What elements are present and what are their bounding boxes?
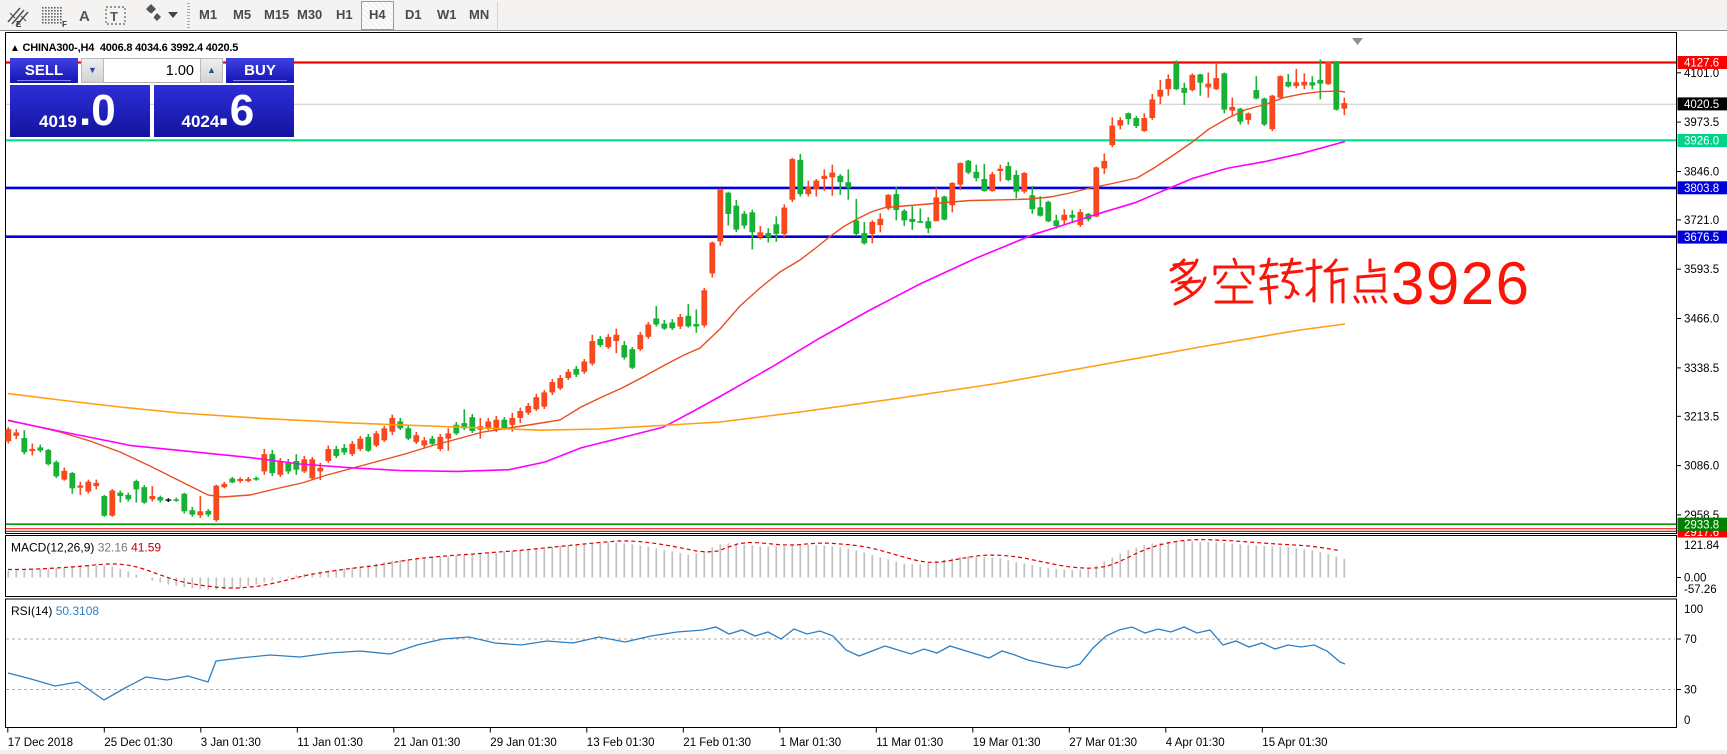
- svg-text:3926.0: 3926.0: [1684, 136, 1719, 148]
- svg-text:21 Feb 01:30: 21 Feb 01:30: [683, 737, 751, 749]
- svg-text:11 Mar 01:30: 11 Mar 01:30: [876, 737, 943, 749]
- svg-text:3926: 3926: [1391, 250, 1530, 317]
- svg-text:3213.5: 3213.5: [1684, 411, 1719, 423]
- svg-text:27 Mar 01:30: 27 Mar 01:30: [1069, 737, 1137, 749]
- svg-text:3466.0: 3466.0: [1684, 314, 1719, 326]
- svg-text:3 Jan 01:30: 3 Jan 01:30: [201, 737, 261, 749]
- svg-text:3973.5: 3973.5: [1684, 117, 1719, 129]
- svg-text:15 Apr 01:30: 15 Apr 01:30: [1262, 737, 1327, 749]
- svg-text:3086.0: 3086.0: [1684, 461, 1719, 473]
- svg-text:4 Apr 01:30: 4 Apr 01:30: [1166, 737, 1225, 749]
- svg-text:4020.5: 4020.5: [1684, 99, 1719, 111]
- svg-text:T: T: [110, 9, 118, 24]
- svg-text:21 Jan 01:30: 21 Jan 01:30: [394, 737, 461, 749]
- svg-text:4127.6: 4127.6: [1684, 58, 1719, 70]
- svg-text:1 Mar 01:30: 1 Mar 01:30: [780, 737, 841, 749]
- svg-text:3803.8: 3803.8: [1684, 183, 1719, 195]
- svg-text:121.84: 121.84: [1684, 540, 1720, 552]
- svg-text:MACD(12,26,9) 32.16 41.59: MACD(12,26,9) 32.16 41.59: [11, 541, 161, 555]
- svg-text:25 Dec 01:30: 25 Dec 01:30: [104, 737, 172, 749]
- svg-text:A: A: [79, 8, 90, 25]
- svg-text:19 Mar 01:30: 19 Mar 01:30: [973, 737, 1041, 749]
- svg-text:100: 100: [1684, 604, 1703, 616]
- svg-text:3721.0: 3721.0: [1684, 215, 1719, 227]
- svg-text:30: 30: [1684, 685, 1697, 697]
- svg-text:0.00: 0.00: [1684, 573, 1706, 585]
- svg-text:3593.5: 3593.5: [1684, 264, 1719, 276]
- svg-text:13 Feb 01:30: 13 Feb 01:30: [587, 737, 655, 749]
- svg-text:29 Jan 01:30: 29 Jan 01:30: [490, 737, 557, 749]
- svg-text:F: F: [62, 20, 67, 29]
- svg-text:17 Dec 2018: 17 Dec 2018: [8, 737, 73, 749]
- svg-text:E: E: [16, 20, 22, 29]
- svg-text:3338.5: 3338.5: [1684, 363, 1719, 375]
- svg-text:70: 70: [1684, 634, 1697, 646]
- svg-text:3676.5: 3676.5: [1684, 232, 1719, 244]
- svg-text:2933.8: 2933.8: [1684, 519, 1719, 531]
- svg-text:0: 0: [1684, 715, 1690, 727]
- svg-text:11 Jan 01:30: 11 Jan 01:30: [297, 737, 363, 749]
- svg-text:3846.0: 3846.0: [1684, 167, 1719, 179]
- svg-text:4101.0: 4101.0: [1684, 68, 1719, 80]
- svg-text:RSI(14) 50.3108: RSI(14) 50.3108: [11, 604, 99, 618]
- svg-text:-57.26: -57.26: [1684, 584, 1717, 596]
